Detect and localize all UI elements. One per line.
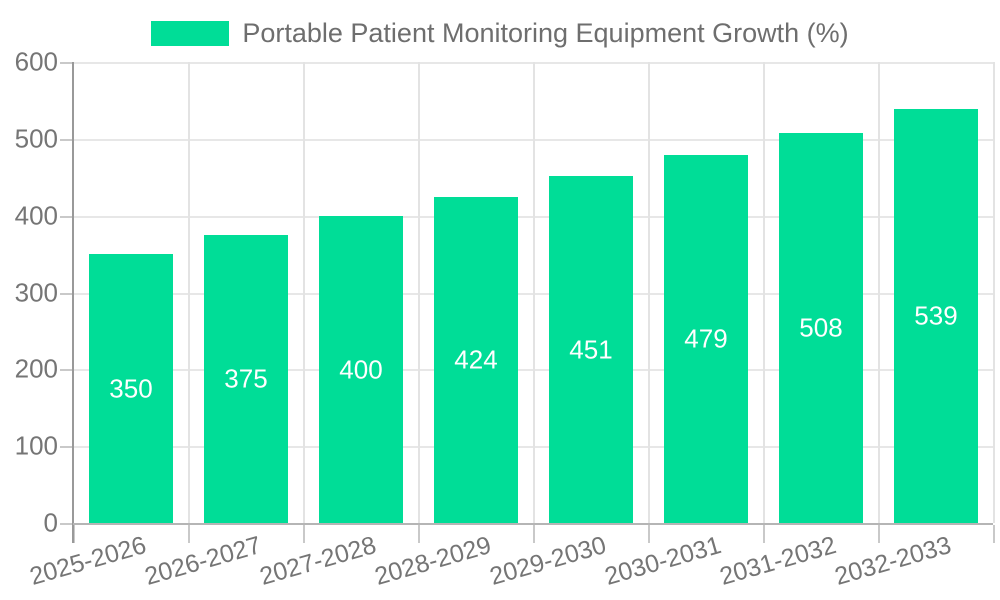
- bar-value-label: 539: [914, 300, 958, 331]
- x-axis-tick-label: 2032-2033: [832, 531, 955, 591]
- x-axis-tick: [878, 525, 880, 543]
- x-axis-tick-label: 2028-2029: [372, 531, 495, 591]
- bar[interactable]: [549, 176, 633, 523]
- gridline-vertical: [533, 62, 535, 523]
- y-axis-tick: [60, 369, 73, 371]
- x-axis-tick-label: 2025-2026: [27, 531, 150, 591]
- bar[interactable]: [664, 155, 748, 523]
- legend-label: Portable Patient Monitoring Equipment Gr…: [242, 18, 849, 48]
- x-axis-tick: [763, 525, 765, 543]
- x-axis-tick: [533, 525, 535, 543]
- bar-value-label: 508: [799, 312, 843, 343]
- bar[interactable]: [319, 216, 403, 523]
- bar[interactable]: [89, 254, 173, 523]
- x-axis-tick-label: 2029-2030: [487, 531, 610, 591]
- y-axis-tick: [60, 446, 73, 448]
- bar-value-label: 451: [569, 334, 613, 365]
- bar[interactable]: [204, 235, 288, 523]
- y-axis-tick-label: 0: [43, 507, 58, 538]
- bar[interactable]: [779, 133, 863, 523]
- bar-value-label: 375: [224, 363, 268, 394]
- gridline-vertical: [993, 62, 995, 523]
- y-axis-tick: [60, 523, 73, 525]
- x-axis-tick-label: 2030-2031: [602, 531, 725, 591]
- x-axis-tick: [303, 525, 305, 543]
- y-axis-tick-label: 300: [14, 277, 58, 308]
- gridline-vertical: [878, 62, 880, 523]
- legend[interactable]: Portable Patient Monitoring Equipment Gr…: [0, 18, 1000, 49]
- gridline-vertical: [418, 62, 420, 523]
- y-axis-tick-label: 100: [14, 430, 58, 461]
- legend-swatch: [151, 21, 230, 46]
- y-axis-tick-label: 400: [14, 200, 58, 231]
- bar[interactable]: [434, 197, 518, 523]
- y-axis-tick-label: 500: [14, 123, 58, 154]
- gridline-vertical: [303, 62, 305, 523]
- bar-value-label: 350: [109, 373, 153, 404]
- y-axis-line: [72, 62, 74, 543]
- y-axis-tick-label: 600: [14, 46, 58, 77]
- x-axis-tick-label: 2031-2032: [717, 531, 840, 591]
- bar-value-label: 479: [684, 323, 728, 354]
- y-axis-tick: [60, 293, 73, 295]
- y-axis-tick: [60, 216, 73, 218]
- x-axis-tick: [648, 525, 650, 543]
- y-axis-tick: [60, 62, 73, 64]
- gridline-vertical: [188, 62, 190, 523]
- y-axis-tick: [60, 139, 73, 141]
- x-axis-tick: [993, 525, 995, 543]
- x-axis-tick: [73, 525, 75, 543]
- bar[interactable]: [894, 109, 978, 523]
- y-axis-tick-label: 200: [14, 353, 58, 384]
- x-axis-line: [73, 523, 993, 525]
- bar-value-label: 424: [454, 344, 498, 375]
- x-axis-tick-label: 2027-2028: [257, 531, 380, 591]
- bar-value-label: 400: [339, 354, 383, 385]
- gridline-vertical: [763, 62, 765, 523]
- x-axis-tick: [418, 525, 420, 543]
- x-axis-tick-label: 2026-2027: [142, 531, 265, 591]
- x-axis-tick: [188, 525, 190, 543]
- gridline-vertical: [648, 62, 650, 523]
